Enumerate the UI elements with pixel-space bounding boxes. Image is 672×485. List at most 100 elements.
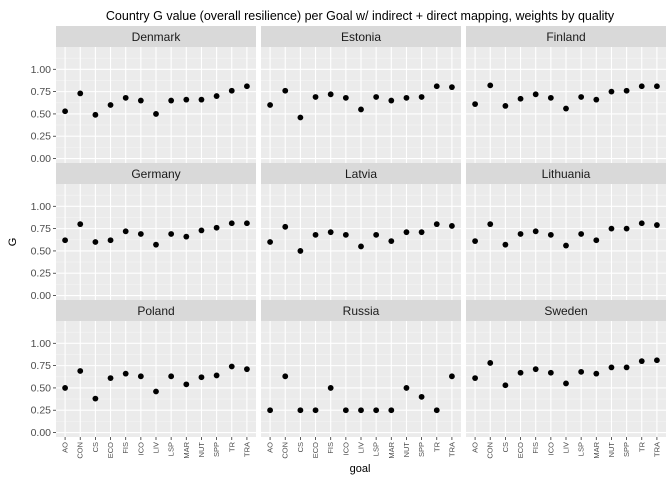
data-point (282, 373, 289, 380)
data-point (213, 372, 220, 379)
x-tick-label: ECO (106, 442, 115, 458)
x-tick-label: ICO (546, 442, 555, 456)
facet-strip (261, 26, 461, 47)
data-point (547, 94, 554, 101)
data-point (654, 357, 660, 364)
data-point (77, 221, 84, 228)
y-axis-label: G (7, 238, 19, 247)
data-point (517, 95, 524, 102)
facet-label: Sweden (544, 304, 587, 318)
data-point (449, 373, 455, 380)
x-tick-label: AO (61, 442, 70, 453)
data-point (342, 94, 349, 101)
data-point (517, 231, 524, 237)
x-tick-label: LSP (372, 442, 381, 456)
data-point (153, 241, 159, 248)
facet-strip (466, 163, 666, 184)
data-point (532, 228, 539, 235)
data-point (578, 94, 585, 100)
data-point (168, 97, 175, 104)
data-point (563, 105, 569, 112)
y-tick-label: 0.50 (31, 245, 52, 257)
data-point (547, 231, 554, 238)
data-point (654, 83, 660, 90)
data-point (388, 97, 395, 104)
x-tick-label: NUT (402, 442, 411, 458)
data-point (623, 87, 630, 94)
x-tick-label: CS (91, 442, 100, 452)
data-point (122, 94, 129, 101)
facet-label: Estonia (341, 30, 381, 44)
data-point (358, 106, 364, 113)
facet-label: Russia (343, 304, 380, 318)
data-point (608, 88, 615, 95)
data-point (183, 381, 190, 388)
x-tick-label: LIV (562, 442, 571, 453)
data-point (472, 101, 478, 108)
x-tick-label: FIS (121, 442, 130, 454)
y-tick-label: 1.00 (31, 201, 52, 213)
facet-strip (56, 300, 256, 321)
x-tick-label: TR (637, 441, 646, 452)
data-point (638, 83, 645, 90)
x-tick-label: LIV (152, 442, 161, 453)
data-point (403, 385, 410, 391)
data-point (433, 221, 440, 228)
data-point (373, 94, 380, 100)
y-tick-label: 1.00 (31, 338, 52, 350)
data-point (92, 111, 99, 118)
facet-strip (56, 163, 256, 184)
x-tick-label: CON (281, 442, 290, 459)
data-point (502, 102, 509, 109)
data-point (563, 242, 569, 249)
x-tick-label: ECO (311, 442, 320, 458)
x-tick-label: NUT (607, 442, 616, 458)
x-tick-label: CS (501, 442, 510, 452)
y-tick-label: 0.25 (31, 131, 52, 143)
facet-panel-lithuania: Lithuania (466, 163, 666, 300)
data-point (593, 370, 600, 377)
facet-label: Latvia (345, 167, 377, 181)
facet-strip (56, 26, 256, 47)
data-point (608, 364, 615, 371)
data-point (183, 233, 190, 240)
data-point (403, 94, 410, 101)
facet-grid: Denmark 0.00 0.25 0.50 0.75 1.00 Estonia Finlan… (31, 26, 666, 459)
x-tick-label: TR (432, 441, 441, 452)
y-tick-label: 0.75 (31, 86, 52, 98)
x-tick-label: LIV (357, 442, 366, 453)
y-tick-label: 0.50 (31, 382, 52, 394)
data-point (92, 239, 99, 245)
data-point (62, 385, 68, 391)
data-point (244, 366, 250, 373)
facet-panel-poland: Poland 0.00 0.25 0.50 0.75 1.00 AO CON CS ECO FIS I… (31, 300, 256, 459)
x-tick-label: SPP (417, 442, 426, 457)
facet-panel-estonia: Estonia (261, 26, 461, 163)
data-point (282, 87, 289, 94)
facet-label: Poland (137, 304, 174, 318)
data-point (137, 231, 144, 237)
x-tick-label: ECO (516, 442, 525, 458)
data-point (623, 364, 630, 371)
data-point (107, 375, 114, 382)
data-point (388, 238, 395, 245)
data-point (77, 368, 84, 374)
data-point (198, 227, 205, 234)
x-tick-label: TRA (242, 442, 251, 457)
x-tick-label: TRA (652, 442, 661, 457)
facet-panel-finland: Finland (466, 26, 666, 163)
data-point (153, 388, 159, 395)
x-tick-label: ICO (341, 442, 350, 456)
data-point (267, 407, 273, 414)
data-point (532, 91, 539, 98)
x-tick-label: AO (266, 442, 275, 453)
data-point (563, 380, 569, 387)
data-point (418, 94, 425, 100)
data-point (213, 224, 220, 231)
data-point (267, 102, 273, 108)
y-tick-label: 0.25 (31, 405, 52, 417)
x-tick-label: SPP (212, 442, 221, 457)
data-point (517, 369, 524, 376)
data-point (244, 220, 250, 227)
